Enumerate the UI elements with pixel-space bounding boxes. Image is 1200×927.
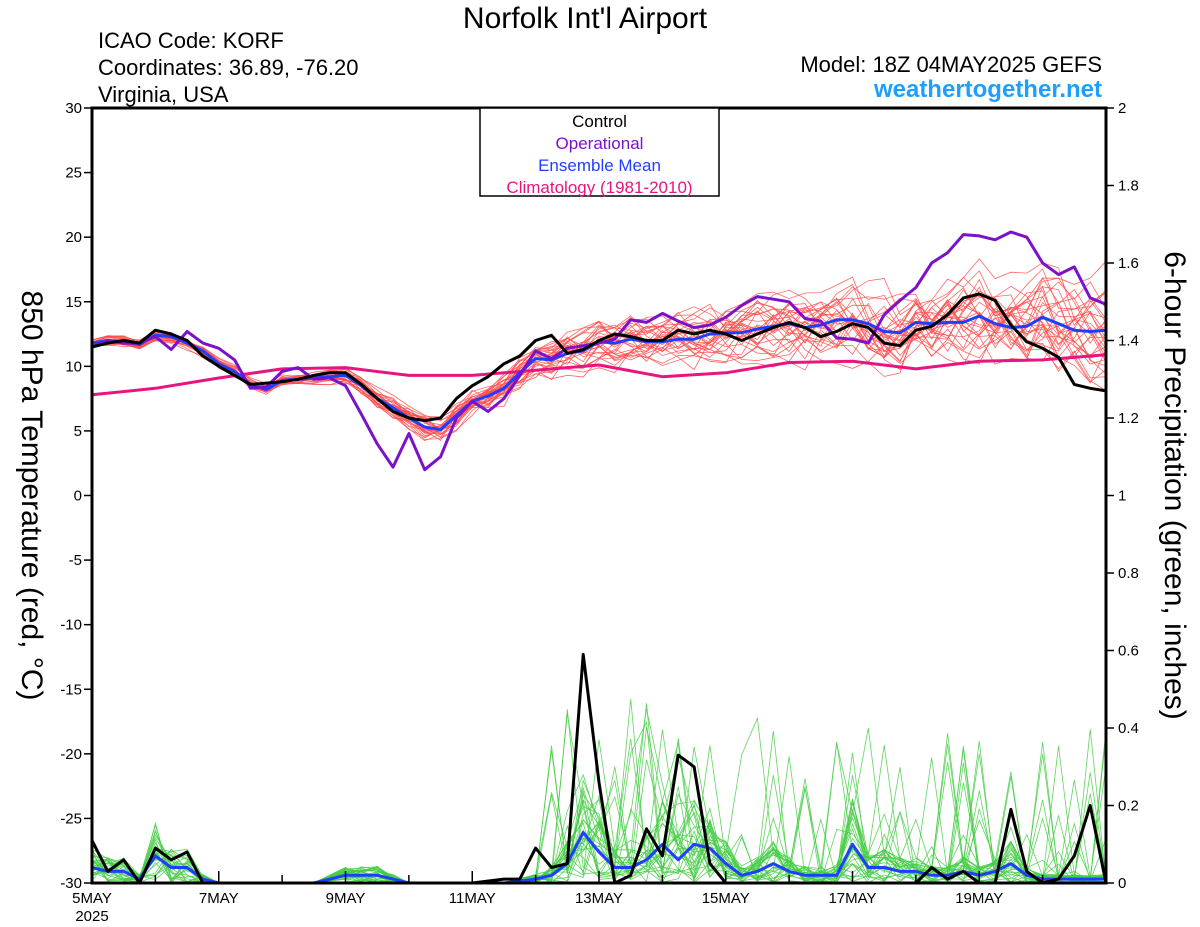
y-tick-label: 25 [65,165,82,182]
y-tick-label: 0 [74,488,82,505]
y2-tick-label: 1.8 [1118,178,1139,195]
precip-member-line [91,713,1107,884]
legend-box [479,107,720,197]
site-link[interactable]: weathertogether.net [873,76,1102,103]
y-tick-label: -5 [69,552,82,569]
temp-member-line [91,276,1107,431]
temp-series-climatology-1981-2010 [91,353,1107,397]
model-run: Model: 18Z 04MAY2025 GEFS [800,52,1102,77]
temp-member-line [91,287,1107,431]
temp-member-line [91,278,1107,431]
y2-tick-label: 0.6 [1118,643,1139,660]
temp-series-operational [91,230,1107,472]
coordinates: Coordinates: 36.89, -76.20 [98,55,359,80]
y-tick-label: -10 [60,617,82,634]
y2-tick-label: 0.4 [1118,720,1139,737]
precip-member-line [91,742,1107,884]
precip-member-line [91,733,1107,884]
legend-entry: Control [572,112,627,131]
y2-tick-label: 2 [1118,100,1126,117]
temp-member-line [92,277,1107,435]
y2-tick-label: 0.8 [1118,565,1139,582]
precip-member-line [91,735,1107,884]
page-title: Norfolk Int'l Airport [462,2,708,35]
icao-code: ICAO Code: KORF [98,28,284,53]
x-tick-label: 15MAY [702,890,750,907]
plot-frame [90,106,1108,885]
y-tick-label: 10 [65,358,82,375]
y-tick-label: -20 [60,746,82,763]
y-tick-label: 30 [65,100,82,117]
temp-series-control [91,292,1107,423]
y2-tick-label: 1 [1118,488,1126,505]
y2-tick-label: 1.6 [1118,255,1139,272]
temp-member-line [91,268,1107,440]
x-tick-label: 11MAY [449,890,496,907]
y-tick-label: -30 [60,875,82,892]
y2-tick-label: 1.4 [1118,333,1139,350]
legend-entry: Climatology (1981-2010) [506,178,692,197]
y2-tick-label: 0.2 [1118,798,1139,815]
y2-tick-label: 0 [1118,875,1126,892]
y2-tick-label: 1.2 [1118,410,1139,427]
temp-member-line [91,310,1107,438]
legend-entry: Operational [556,134,644,153]
y-tick-label: 20 [65,229,82,246]
temp-member-line [91,270,1107,432]
x-tick-sublabel: 2025 [75,908,108,925]
y-axis-label: 850 hPa Temperature (red, °C) [15,291,48,701]
temp-member-line [91,278,1107,432]
x-tick-label: 5MAY [72,890,112,907]
x-tick-label: 17MAY [828,890,876,907]
legend-entry: Ensemble Mean [538,156,661,175]
axes: 302520151050-5-10-15-20-25-3021.81.61.41… [60,100,1139,925]
x-tick-label: 9MAY [326,890,366,907]
y-tick-label: 15 [65,294,82,311]
region: Virginia, USA [98,82,229,107]
y-tick-label: 5 [74,423,82,440]
precip-member-line [91,730,1107,884]
x-tick-label: 19MAY [955,890,1003,907]
x-tick-label: 7MAY [199,890,239,907]
precip-member-line [91,741,1107,884]
y2-axis-label: 6-hour Precipitation (green, inches) [1158,251,1191,720]
x-tick-label: 13MAY [575,890,623,907]
y-tick-label: -25 [60,810,82,827]
y-tick-label: -15 [60,681,82,698]
legend: Control Operational Ensemble Mean Climatolo… [479,107,720,197]
precip-series-control [90,652,1108,885]
